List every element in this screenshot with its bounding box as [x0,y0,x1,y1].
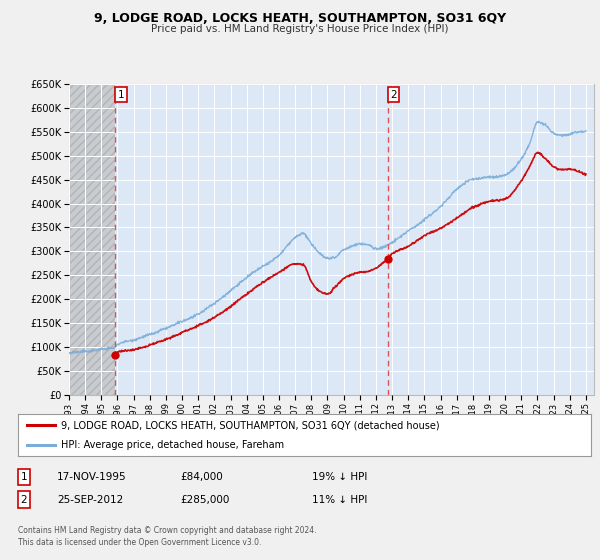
Text: 25-SEP-2012: 25-SEP-2012 [57,494,123,505]
Text: 17-NOV-1995: 17-NOV-1995 [57,472,127,482]
Text: Price paid vs. HM Land Registry's House Price Index (HPI): Price paid vs. HM Land Registry's House … [151,24,449,34]
Text: 2: 2 [20,494,28,505]
Text: 9, LODGE ROAD, LOCKS HEATH, SOUTHAMPTON, SO31 6QY: 9, LODGE ROAD, LOCKS HEATH, SOUTHAMPTON,… [94,12,506,25]
Text: 1: 1 [20,472,28,482]
Text: £84,000: £84,000 [180,472,223,482]
Text: £285,000: £285,000 [180,494,229,505]
Text: This data is licensed under the Open Government Licence v3.0.: This data is licensed under the Open Gov… [18,538,262,547]
Text: 2: 2 [390,90,397,100]
Text: 19% ↓ HPI: 19% ↓ HPI [312,472,367,482]
Text: 9, LODGE ROAD, LOCKS HEATH, SOUTHAMPTON, SO31 6QY (detached house): 9, LODGE ROAD, LOCKS HEATH, SOUTHAMPTON,… [61,421,440,430]
Text: 1: 1 [118,90,125,100]
Text: HPI: Average price, detached house, Fareham: HPI: Average price, detached house, Fare… [61,440,284,450]
Bar [69,84,115,395]
Text: Contains HM Land Registry data © Crown copyright and database right 2024.: Contains HM Land Registry data © Crown c… [18,526,317,535]
Text: 11% ↓ HPI: 11% ↓ HPI [312,494,367,505]
